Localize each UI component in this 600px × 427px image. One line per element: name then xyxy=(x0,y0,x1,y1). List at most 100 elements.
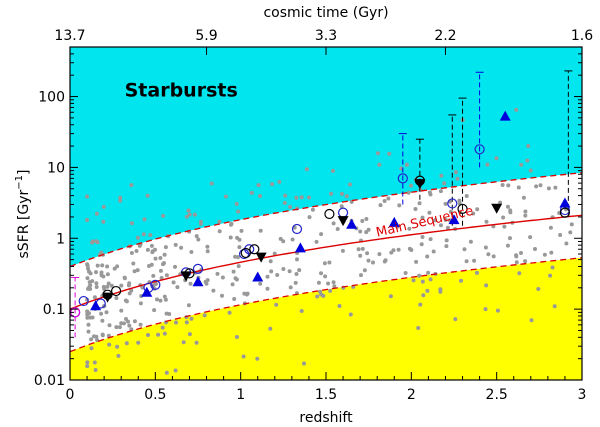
galaxy-point xyxy=(529,318,534,323)
galaxy-point xyxy=(516,185,521,190)
galaxy-point xyxy=(514,260,519,265)
galaxy-point xyxy=(217,219,222,224)
galaxy-point xyxy=(198,221,203,226)
galaxy-point xyxy=(413,207,418,211)
galaxy-point xyxy=(114,296,119,300)
galaxy-point xyxy=(462,247,467,252)
marker-open-circle xyxy=(397,173,408,184)
galaxy-point xyxy=(151,273,156,278)
galaxy-point xyxy=(505,243,510,248)
galaxy-point xyxy=(508,236,512,241)
galaxy-point xyxy=(484,283,489,288)
galaxy-point xyxy=(521,195,526,200)
galaxy-point xyxy=(457,198,462,203)
marker-open-circle xyxy=(150,279,161,290)
galaxy-point xyxy=(85,315,90,320)
galaxy-point xyxy=(249,190,254,195)
marker-open-circle xyxy=(78,295,89,307)
galaxy-point xyxy=(501,215,506,220)
galaxy-point xyxy=(378,203,383,208)
galaxy-point xyxy=(227,310,232,315)
galaxy-point xyxy=(474,270,479,275)
marker-triangle-up xyxy=(252,271,264,282)
galaxy-point xyxy=(366,258,371,263)
galaxy-point xyxy=(268,326,273,331)
y-axis-title-close: ] xyxy=(16,170,32,175)
galaxy-point xyxy=(233,254,238,259)
galaxy-point xyxy=(420,235,425,239)
galaxy-point xyxy=(294,272,299,276)
galaxy-point xyxy=(124,317,128,321)
marker-open-circle xyxy=(291,223,303,235)
galaxy-point xyxy=(107,323,112,328)
galaxy-point xyxy=(85,218,90,222)
marker-open-circle xyxy=(192,263,204,274)
galaxy-point xyxy=(528,168,533,173)
galaxy-point xyxy=(536,287,541,291)
galaxy-point xyxy=(150,250,155,255)
galaxy-point xyxy=(569,222,574,227)
galaxy-point xyxy=(189,250,194,254)
x-tick-label: 0.5 xyxy=(144,387,166,403)
galaxy-point xyxy=(443,217,448,222)
marker-triangle-down xyxy=(102,292,114,303)
galaxy-point xyxy=(205,278,210,283)
galaxy-point xyxy=(344,194,349,199)
top-axis: 13.7 5.9 3.3 2.2 1.6 xyxy=(54,28,593,55)
galaxy-point xyxy=(377,252,382,257)
galaxy-point xyxy=(485,162,490,167)
galaxy-point xyxy=(232,297,237,301)
galaxy-point xyxy=(546,186,551,191)
galaxy-point xyxy=(211,288,216,293)
galaxy-point xyxy=(85,276,90,281)
galaxy-point xyxy=(220,275,225,280)
galaxy-point xyxy=(161,213,166,218)
galaxy-point xyxy=(173,368,178,373)
y-tick-label: 0.01 xyxy=(34,373,65,389)
galaxy-point xyxy=(88,271,93,276)
galaxy-point xyxy=(382,199,387,203)
galaxy-point xyxy=(418,302,423,307)
galaxy-point xyxy=(552,304,557,309)
galaxy-point xyxy=(94,334,99,339)
galaxy-point xyxy=(425,254,430,259)
galaxy-point xyxy=(179,245,184,250)
galaxy-point xyxy=(407,226,412,231)
marker-triangle-down xyxy=(414,179,426,190)
galaxy-point xyxy=(196,237,201,242)
marker-open-circle xyxy=(240,247,251,259)
main-sequence-line xyxy=(70,214,582,310)
marker-open-circle xyxy=(447,198,458,209)
galaxy-point xyxy=(519,251,523,255)
galaxy-point xyxy=(129,221,134,226)
galaxy-point xyxy=(158,256,163,260)
galaxy-point xyxy=(136,340,141,345)
galaxy-point xyxy=(184,320,189,325)
galaxy-point xyxy=(269,269,274,274)
galaxy-point xyxy=(331,221,336,226)
galaxy-point xyxy=(162,331,167,336)
galaxy-point xyxy=(101,274,106,279)
galaxy-point xyxy=(453,170,458,175)
galaxy-point xyxy=(122,276,127,281)
galaxy-point xyxy=(335,227,340,231)
x-tick-label: 3 xyxy=(578,387,587,403)
galaxy-point xyxy=(118,195,123,200)
galaxy-point xyxy=(205,244,210,249)
marker-open-circle xyxy=(559,207,571,218)
galaxy-point xyxy=(455,176,460,181)
galaxy-point xyxy=(129,288,134,293)
galaxy-point xyxy=(173,242,178,247)
galaxy-point xyxy=(428,277,433,282)
galaxy-point xyxy=(138,322,143,327)
plot-area xyxy=(70,47,582,380)
galaxy-point xyxy=(389,250,394,255)
galaxy-point xyxy=(371,260,375,265)
galaxy-point xyxy=(94,281,99,286)
galaxy-point xyxy=(382,259,387,264)
galaxy-point xyxy=(92,360,97,365)
galaxy-point xyxy=(495,308,500,313)
galaxy-point xyxy=(258,228,263,233)
galaxy-point xyxy=(156,332,161,337)
galaxy-point xyxy=(523,209,528,214)
